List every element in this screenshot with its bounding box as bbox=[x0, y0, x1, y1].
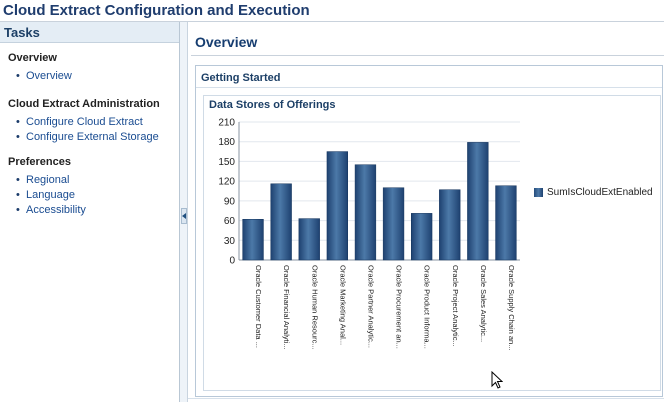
regional-link[interactable]: Regional bbox=[26, 174, 70, 186]
list-item: Configure External Storage bbox=[16, 130, 179, 145]
bar bbox=[270, 183, 292, 261]
list-item: Overview bbox=[16, 69, 179, 84]
bar-chart: 0 30 60 90 120 150 180 210 Oracle Customer Data … bbox=[218, 118, 520, 350]
section-title-overview: Overview bbox=[8, 52, 57, 64]
configure-external-storage-link[interactable]: Configure External Storage bbox=[26, 131, 159, 143]
list-item: Language bbox=[16, 188, 179, 203]
divider bbox=[188, 398, 664, 399]
y-tick-label: 210 bbox=[218, 118, 235, 129]
bar bbox=[467, 142, 489, 261]
tasks-header: Tasks bbox=[0, 22, 179, 43]
x-tick-label: Oracle Procurement an... bbox=[395, 265, 404, 349]
overview-link[interactable]: Overview bbox=[26, 70, 72, 82]
bar bbox=[242, 219, 264, 261]
y-tick-label: 120 bbox=[218, 177, 235, 188]
preferences-list: Regional Language Accessibility bbox=[16, 173, 179, 218]
page-title: Cloud Extract Configuration and Executio… bbox=[3, 2, 310, 19]
administration-list: Configure Cloud Extract Configure Extern… bbox=[16, 115, 179, 145]
list-item: Configure Cloud Extract bbox=[16, 115, 179, 130]
legend-label: SumIsCloudExtEnabled bbox=[547, 187, 653, 198]
y-tick-label: 0 bbox=[229, 256, 235, 267]
chart-title: Data Stores of Offerings bbox=[209, 99, 336, 111]
y-tick-label: 60 bbox=[224, 216, 236, 227]
x-tick-label: Oracle Marketing Anal... bbox=[338, 265, 347, 345]
title-bar: Cloud Extract Configuration and Executio… bbox=[0, 0, 664, 22]
language-link[interactable]: Language bbox=[26, 189, 75, 201]
y-tick-label: 30 bbox=[224, 236, 236, 247]
x-tick-label: Oracle Partner Analytic... bbox=[366, 265, 375, 348]
legend-swatch bbox=[534, 188, 543, 197]
x-tick-label: Oracle Project Analytic... bbox=[451, 265, 460, 347]
section-title-preferences: Preferences bbox=[8, 156, 71, 168]
x-tick-label: Oracle Human Resourc... bbox=[310, 265, 319, 350]
getting-started-header: Getting Started bbox=[196, 66, 662, 88]
bar bbox=[411, 213, 433, 261]
y-tick-label: 90 bbox=[224, 196, 236, 207]
configure-cloud-extract-link[interactable]: Configure Cloud Extract bbox=[26, 116, 143, 128]
bar bbox=[354, 164, 377, 261]
getting-started-panel: Getting Started Data Stores of Offerings… bbox=[195, 65, 663, 397]
x-tick-label: Oracle Sales Analytic... bbox=[479, 265, 488, 342]
collapse-panel-icon[interactable] bbox=[181, 208, 187, 224]
divider bbox=[191, 55, 664, 56]
x-tick-label: Oracle Financial Analyti... bbox=[282, 265, 291, 350]
x-tick-label: Oracle Product Informa... bbox=[423, 265, 432, 349]
overview-list: Overview bbox=[16, 69, 179, 84]
mouse-cursor-icon bbox=[491, 371, 503, 389]
list-item: Regional bbox=[16, 173, 179, 188]
panel-splitter[interactable] bbox=[180, 22, 188, 402]
x-tick-label: Oracle Supply Chain an... bbox=[507, 265, 516, 350]
bar bbox=[326, 151, 348, 261]
main-content: Overview Getting Started Data Stores of … bbox=[188, 22, 664, 402]
y-tick-label: 150 bbox=[218, 157, 235, 168]
bar bbox=[382, 187, 405, 261]
accessibility-link[interactable]: Accessibility bbox=[26, 204, 86, 216]
x-tick-label: Oracle Customer Data ... bbox=[254, 265, 263, 348]
chart-legend: SumIsCloudExtEnabled bbox=[534, 187, 653, 198]
section-title-cloud-extract-administration: Cloud Extract Administration bbox=[8, 98, 160, 110]
bar bbox=[439, 189, 461, 261]
tasks-panel: Tasks Overview Overview Cloud Extract Ad… bbox=[0, 22, 180, 402]
y-tick-label: 180 bbox=[218, 137, 235, 148]
overview-title: Overview bbox=[195, 34, 258, 50]
bar bbox=[495, 185, 517, 261]
list-item: Accessibility bbox=[16, 203, 179, 218]
chart-container: Data Stores of Offerings 0 30 60 90 120 150 18… bbox=[203, 95, 661, 391]
bar bbox=[298, 218, 320, 261]
